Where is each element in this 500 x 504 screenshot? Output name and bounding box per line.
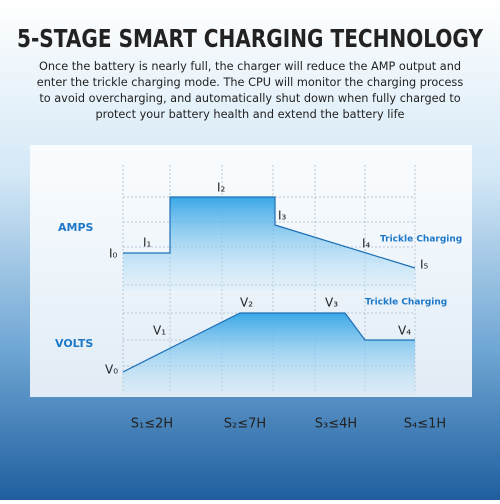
stage-label: V₁ — [153, 324, 166, 338]
stage-label: I₄ — [362, 237, 371, 251]
volts-area — [123, 313, 415, 395]
stage-label: V₂ — [240, 296, 253, 310]
description-line: protect your battery health and extend t… — [96, 108, 405, 121]
description-line: Once the battery is nearly full, the cha… — [39, 60, 461, 73]
stage-label: V₀ — [105, 363, 118, 377]
title: 5-STAGE SMART CHARGING TECHNOLOGY — [17, 24, 484, 53]
amps-label: AMPS — [58, 221, 94, 234]
duration-label: S₃≤4H — [315, 417, 357, 432]
trickle-note: Trickle Charging — [365, 298, 447, 308]
trickle-note: Trickle Charging — [380, 235, 462, 245]
volts-label: VOLTS — [55, 337, 93, 350]
amps-area — [123, 197, 415, 290]
description-line: enter the trickle charging mode. The CPU… — [37, 76, 464, 89]
stage-label: I₁ — [143, 236, 152, 250]
stage-label: V₄ — [398, 324, 411, 338]
duration-label: S₁≤2H — [131, 417, 173, 432]
stage-label: I₂ — [217, 181, 226, 195]
stage-label: I₅ — [420, 258, 429, 272]
duration-label: S₄≤1H — [404, 417, 446, 432]
duration-label: S₂≤7H — [224, 417, 266, 432]
description-line: to avoid overcharging, and automatically… — [39, 92, 460, 105]
volts-line — [122, 312, 415, 373]
stage-label: I₃ — [278, 209, 287, 223]
stage-label: I₀ — [109, 247, 118, 261]
amps-line — [123, 196, 416, 269]
stage-label: V₃ — [325, 296, 338, 310]
